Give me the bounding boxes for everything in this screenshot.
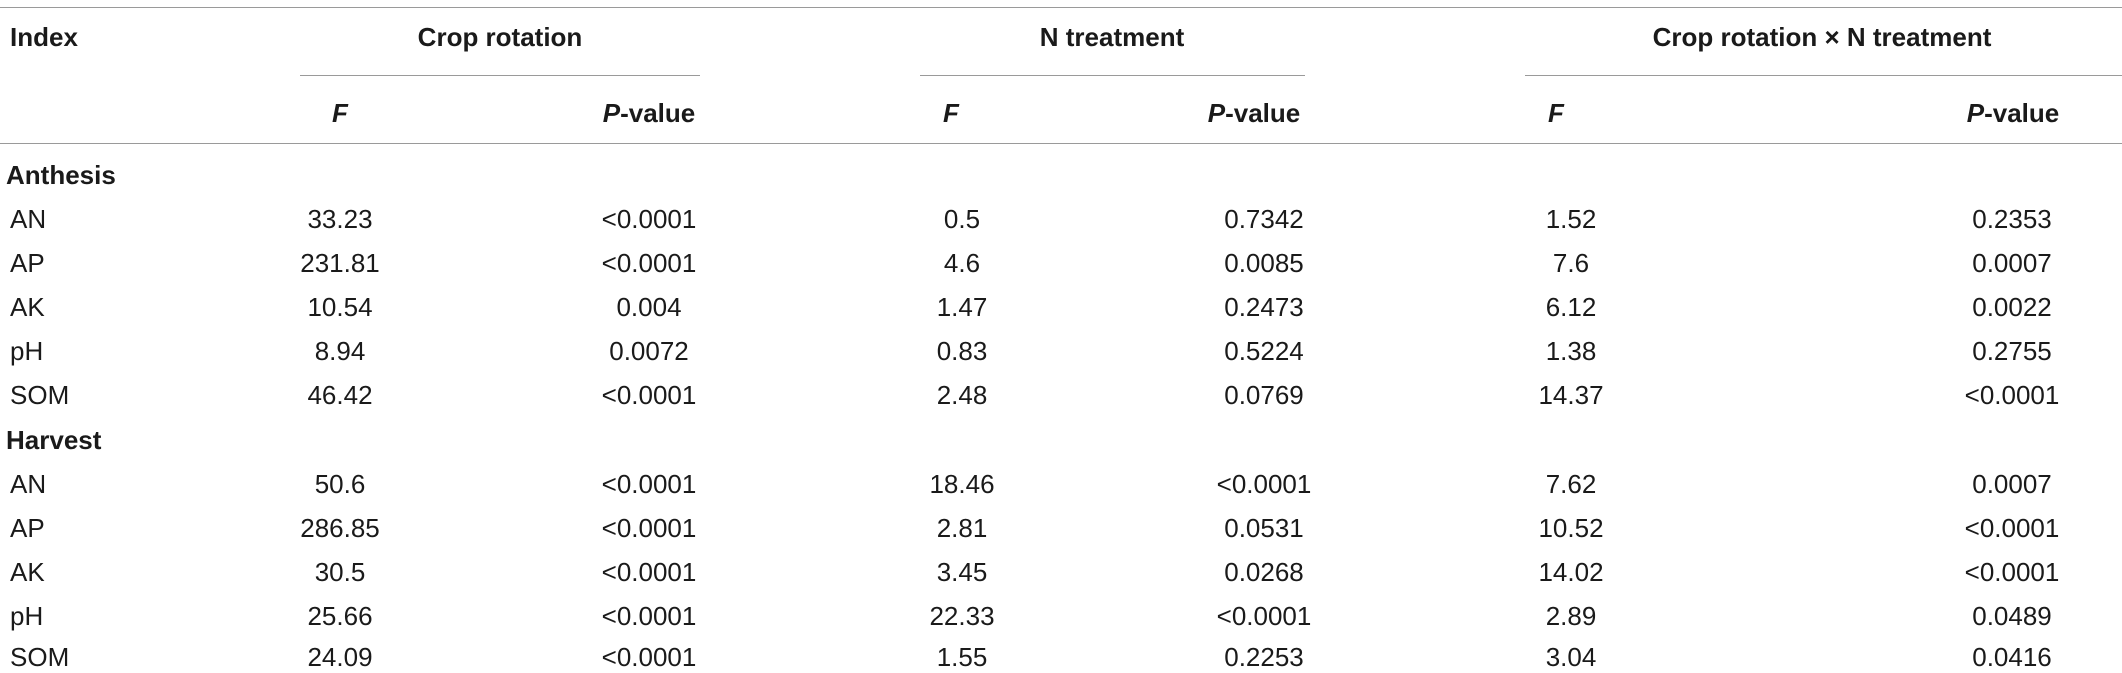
- cell-f-n-treatment: 2.81: [936, 513, 988, 543]
- cell-p-n-treatment: <0.0001: [1216, 601, 1312, 631]
- cell-f-crop-rotation: 24.09: [307, 642, 373, 672]
- cell-p-n-treatment: 0.7342: [1224, 204, 1304, 234]
- row-index: AP: [10, 248, 45, 278]
- cell-p-n-treatment: 0.2473: [1224, 292, 1304, 322]
- row-index: pH: [10, 336, 44, 366]
- cell-f-crop-rotation: 46.42: [307, 380, 373, 410]
- header-group-n-treatment: N treatment: [1039, 22, 1185, 52]
- top-rule: [0, 7, 2122, 8]
- cell-p-interaction: 0.0416: [1972, 642, 2052, 672]
- cell-p-interaction: <0.0001: [1964, 380, 2060, 410]
- cell-f-interaction: 14.37: [1538, 380, 1604, 410]
- header-p-interaction: P-value: [1966, 98, 2060, 128]
- cell-p-crop-rotation: <0.0001: [601, 642, 697, 672]
- header-bottom-rule: [0, 143, 2122, 144]
- group-rule-n-treatment: [920, 75, 1305, 76]
- cell-f-n-treatment: 1.55: [936, 642, 988, 672]
- cell-f-n-treatment: 2.48: [936, 380, 988, 410]
- group-rule-crop-rotation: [300, 75, 700, 76]
- row-index: AK: [10, 292, 45, 322]
- row-index: AP: [10, 513, 45, 543]
- cell-f-n-treatment: 18.46: [929, 469, 995, 499]
- row-index: SOM: [10, 642, 70, 672]
- cell-p-interaction: 0.2353: [1972, 204, 2052, 234]
- cell-p-interaction: 0.0007: [1972, 469, 2052, 499]
- cell-f-interaction: 10.52: [1538, 513, 1604, 543]
- cell-p-crop-rotation: <0.0001: [601, 204, 697, 234]
- cell-f-crop-rotation: 10.54: [307, 292, 373, 322]
- cell-p-crop-rotation: <0.0001: [601, 513, 697, 543]
- header-group-crop-rotation: Crop rotation: [417, 22, 583, 52]
- cell-p-crop-rotation: <0.0001: [601, 601, 697, 631]
- header-p-crop-rotation: P-value: [602, 98, 696, 128]
- cell-f-n-treatment: 0.5: [943, 204, 981, 234]
- cell-p-n-treatment: <0.0001: [1216, 469, 1312, 499]
- header-group-interaction: Crop rotation × N treatment: [1652, 22, 1992, 52]
- section-harvest: Harvest: [6, 425, 102, 455]
- cell-p-n-treatment: 0.5224: [1224, 336, 1304, 366]
- cell-p-crop-rotation: <0.0001: [601, 248, 697, 278]
- group-rule-interaction: [1525, 75, 2122, 76]
- header-f-n-treatment: F: [943, 98, 959, 128]
- cell-p-n-treatment: 0.0769: [1224, 380, 1304, 410]
- cell-p-crop-rotation: 0.004: [616, 292, 682, 322]
- cell-f-crop-rotation: 231.81: [300, 248, 380, 278]
- cell-p-interaction: <0.0001: [1964, 557, 2060, 587]
- cell-f-crop-rotation: 25.66: [307, 601, 373, 631]
- cell-f-interaction: 14.02: [1538, 557, 1604, 587]
- cell-f-interaction: 7.6: [1552, 248, 1590, 278]
- row-index: AN: [10, 469, 47, 499]
- header-f-crop-rotation: F: [332, 98, 348, 128]
- cell-p-crop-rotation: 0.0072: [609, 336, 689, 366]
- cell-f-interaction: 1.38: [1545, 336, 1597, 366]
- cell-p-interaction: 0.0022: [1972, 292, 2052, 322]
- cell-p-interaction: 0.0489: [1972, 601, 2052, 631]
- cell-p-interaction: 0.2755: [1972, 336, 2052, 366]
- header-f-interaction: F: [1548, 98, 1564, 128]
- section-anthesis: Anthesis: [6, 160, 116, 190]
- cell-p-interaction: <0.0001: [1964, 513, 2060, 543]
- cell-f-crop-rotation: 33.23: [307, 204, 373, 234]
- cell-f-n-treatment: 3.45: [936, 557, 988, 587]
- cell-p-n-treatment: 0.0085: [1224, 248, 1304, 278]
- cell-f-n-treatment: 0.83: [936, 336, 988, 366]
- row-index: pH: [10, 601, 44, 631]
- row-index: AK: [10, 557, 45, 587]
- cell-f-crop-rotation: 8.94: [314, 336, 366, 366]
- cell-p-n-treatment: 0.0531: [1224, 513, 1304, 543]
- cell-p-interaction: 0.0007: [1972, 248, 2052, 278]
- cell-f-interaction: 6.12: [1545, 292, 1597, 322]
- header-index: Index: [10, 22, 78, 52]
- cell-p-n-treatment: 0.0268: [1224, 557, 1304, 587]
- cell-f-interaction: 2.89: [1545, 601, 1597, 631]
- row-index: AN: [10, 204, 47, 234]
- row-index: SOM: [10, 380, 70, 410]
- cell-p-n-treatment: 0.2253: [1224, 642, 1304, 672]
- cell-f-n-treatment: 1.47: [936, 292, 988, 322]
- cell-f-interaction: 1.52: [1545, 204, 1597, 234]
- cell-f-n-treatment: 4.6: [943, 248, 981, 278]
- cell-f-crop-rotation: 286.85: [300, 513, 380, 543]
- cell-f-interaction: 3.04: [1545, 642, 1597, 672]
- cell-p-crop-rotation: <0.0001: [601, 469, 697, 499]
- cell-f-crop-rotation: 50.6: [314, 469, 366, 499]
- cell-f-n-treatment: 22.33: [929, 601, 995, 631]
- cell-f-interaction: 7.62: [1545, 469, 1597, 499]
- cell-f-crop-rotation: 30.5: [314, 557, 366, 587]
- cell-p-crop-rotation: <0.0001: [601, 380, 697, 410]
- cell-p-crop-rotation: <0.0001: [601, 557, 697, 587]
- header-p-n-treatment: P-value: [1207, 98, 1301, 128]
